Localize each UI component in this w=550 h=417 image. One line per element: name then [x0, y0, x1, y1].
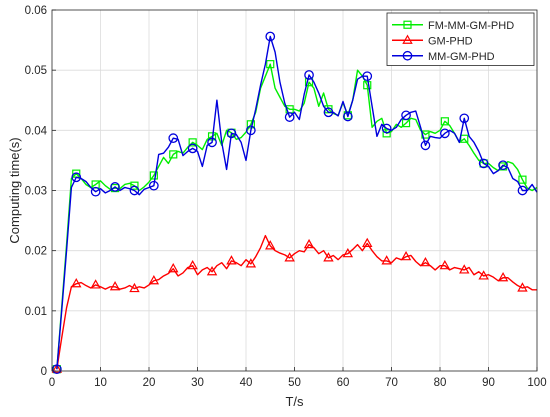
- data-point: [459, 264, 470, 274]
- data-point: [382, 129, 391, 138]
- x-tick-label: 50: [288, 377, 301, 389]
- axis-ticks: 0 10 20 30 40 50 60 70 80 90 100 0 0.01 0.02 0.03 0.04 0…: [25, 5, 547, 389]
- data-point: [362, 237, 373, 248]
- data-point: [246, 125, 256, 136]
- y-tick-label: 0.04: [25, 125, 48, 137]
- legend-label: MM-GM-PHD: [428, 51, 495, 63]
- data-point: [226, 128, 237, 139]
- data-point: [149, 180, 159, 191]
- x-tick-label: 10: [94, 377, 107, 389]
- data-point: [149, 171, 158, 180]
- data-point: [109, 281, 121, 291]
- y-tick-label: 0.03: [25, 186, 47, 198]
- data-point: [517, 185, 528, 196]
- data-point: [129, 282, 140, 293]
- data-point: [265, 240, 276, 250]
- legend-item: GM-PHD: [392, 34, 473, 47]
- data-point: [284, 112, 295, 122]
- data-point: [187, 143, 198, 154]
- x-axis-label: T/s: [285, 394, 304, 409]
- data-point: [206, 265, 218, 276]
- x-tick-label: 60: [337, 377, 350, 389]
- legend-label: FM-MM-GM-PHD: [428, 20, 514, 32]
- legend-marker: [402, 50, 413, 61]
- data-point: [362, 71, 373, 82]
- x-tick-label: 30: [191, 377, 204, 389]
- data-point: [71, 278, 82, 288]
- data-point: [498, 160, 508, 171]
- y-tick-label: 0: [41, 366, 47, 378]
- data-point: [440, 117, 449, 126]
- y-axis-label: Computing time(s): [7, 137, 22, 243]
- series-mm-gm-phd: [51, 31, 538, 375]
- data-point: [478, 158, 489, 169]
- x-tick-label: 90: [482, 377, 495, 389]
- data-point: [401, 110, 411, 121]
- data-point: [304, 70, 314, 80]
- data-point: [188, 138, 197, 147]
- data-point: [71, 172, 82, 183]
- series-layer: [51, 31, 538, 375]
- data-point: [363, 81, 372, 90]
- legend-item: FM-MM-GM-PHD: [392, 20, 514, 32]
- data-point: [284, 252, 295, 262]
- data-point: [51, 363, 63, 373]
- data-point: [110, 182, 120, 192]
- data-point: [148, 275, 160, 285]
- data-point: [420, 256, 431, 267]
- data-point: [400, 250, 412, 261]
- data-point: [439, 259, 451, 270]
- data-point: [90, 279, 101, 289]
- data-point: [226, 255, 237, 265]
- y-tick-label: 0.05: [25, 65, 47, 77]
- data-point: [265, 31, 276, 42]
- data-point: [342, 111, 353, 122]
- series-gm-phd: [51, 234, 537, 373]
- data-point: [459, 113, 470, 124]
- grid-lines: [52, 10, 537, 371]
- data-point: [130, 181, 139, 190]
- x-tick-label: 80: [434, 377, 447, 389]
- data-point: [168, 133, 179, 144]
- data-point: [478, 270, 489, 280]
- data-point: [323, 107, 334, 118]
- data-point: [381, 255, 392, 265]
- data-point: [381, 123, 392, 134]
- legend-label: GM-PHD: [428, 35, 473, 47]
- legend-item: MM-GM-PHD: [392, 51, 495, 63]
- legend-marker: [403, 20, 412, 29]
- data-point: [245, 258, 257, 268]
- data-point: [51, 364, 62, 375]
- x-tick-label: 40: [240, 377, 253, 389]
- data-point: [420, 140, 431, 151]
- data-point: [303, 238, 315, 249]
- data-point: [129, 185, 140, 196]
- data-point: [169, 150, 178, 159]
- data-point: [187, 259, 198, 270]
- legend: FM-MM-GM-PHD GM-PHD MM-GM-PHD: [386, 12, 535, 66]
- data-point: [517, 282, 528, 292]
- data-point: [479, 159, 488, 168]
- data-point: [439, 128, 450, 139]
- y-tick-label: 0.01: [25, 306, 47, 318]
- series-line: [56, 35, 538, 370]
- y-tick-label: 0.02: [25, 246, 47, 258]
- data-point: [323, 252, 334, 262]
- x-tick-label: 100: [527, 377, 546, 389]
- legend-marker: [402, 34, 413, 44]
- x-tick-label: 70: [385, 377, 398, 389]
- x-tick-label: 0: [49, 377, 55, 389]
- data-point: [207, 137, 217, 148]
- data-point: [518, 175, 527, 184]
- y-tick-label: 0.06: [25, 5, 47, 17]
- data-point: [266, 60, 275, 69]
- data-point: [497, 272, 509, 282]
- x-tick-label: 20: [143, 377, 156, 389]
- data-point: [90, 186, 101, 197]
- data-point: [342, 247, 354, 258]
- data-point: [168, 262, 179, 273]
